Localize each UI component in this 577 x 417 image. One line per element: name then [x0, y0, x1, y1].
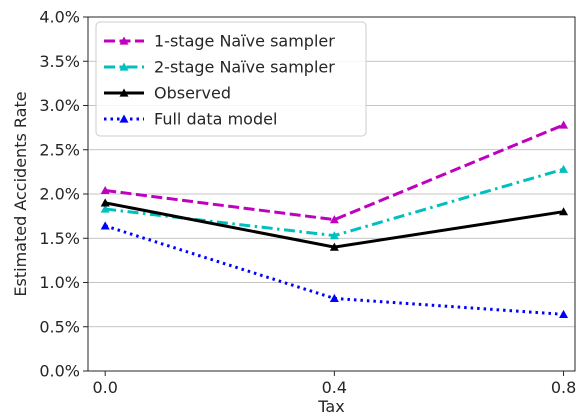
- legend-box: [95, 21, 367, 137]
- data-point: [559, 207, 569, 216]
- x-axis-ticks: 0.0 0.4 0.8: [92, 371, 576, 397]
- data-point: [559, 164, 569, 173]
- data-point: [119, 36, 129, 45]
- data-point: [329, 293, 339, 303]
- series-group: [100, 164, 569, 240]
- y-tick-label: 0.0%: [39, 362, 80, 381]
- y-tick-label: 3.5%: [39, 52, 80, 71]
- y-axis-ticks: 0.0% 0.5% 1.0% 1.5% 2.0% 2.5% 3.0% 3.5% 4.0%: [39, 8, 88, 381]
- x-axis-label: Tax: [317, 397, 344, 416]
- x-tick-label: 0.4: [322, 378, 347, 397]
- legend-label: Full data model: [154, 110, 277, 129]
- data-point: [100, 198, 110, 207]
- series-line: [105, 167, 564, 238]
- data-point: [100, 221, 110, 230]
- legend-label: 2-stage Naïve sampler: [154, 58, 335, 77]
- data-point: [119, 114, 129, 123]
- y-axis-label: Estimated Accidents Rate: [11, 91, 30, 296]
- data-point: [559, 120, 569, 129]
- y-tick-label: 0.5%: [39, 317, 80, 336]
- data-point: [329, 242, 339, 251]
- y-tick-label: 1.5%: [39, 229, 80, 248]
- legend-label: 1-stage Naïve sampler: [154, 32, 335, 51]
- series-group: [100, 221, 569, 318]
- data-point: [559, 309, 569, 318]
- legend: 1-stage Naïve sampler 2-stage Naïve sampl…: [95, 21, 367, 137]
- data-point: [119, 62, 129, 71]
- data-point: [119, 88, 129, 97]
- data-point: [329, 231, 339, 240]
- series-group: [100, 120, 569, 224]
- data-point: [100, 204, 110, 213]
- series-line: [104, 224, 564, 316]
- series-group: [100, 198, 569, 251]
- data-point: [100, 185, 110, 195]
- series-lines: [100, 120, 569, 318]
- y-tick-label: 1.0%: [39, 273, 80, 292]
- y-tick-label: 4.0%: [39, 8, 80, 27]
- y-tick-label: 2.0%: [39, 185, 80, 204]
- series-line: [104, 123, 565, 222]
- y-tick-label: 2.5%: [39, 140, 80, 159]
- series-line: [104, 201, 564, 249]
- y-tick-label: 3.0%: [39, 96, 80, 115]
- legend-label: Observed: [154, 84, 231, 103]
- x-tick-label: 0.8: [551, 378, 576, 397]
- data-point: [329, 215, 339, 224]
- x-tick-label: 0.0: [92, 378, 117, 397]
